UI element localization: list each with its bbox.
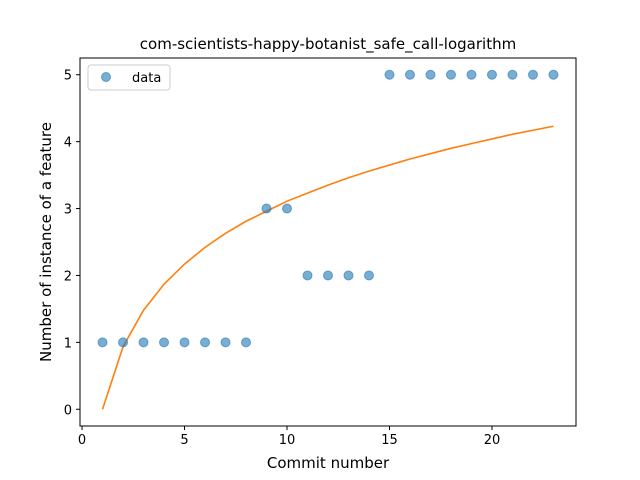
y-tick-label: 4 — [64, 136, 72, 151]
y-tick-label: 3 — [64, 203, 72, 218]
data-point — [179, 337, 190, 348]
y-tick-label: 2 — [64, 269, 72, 284]
fit-line — [101, 125, 554, 410]
data-point — [486, 69, 497, 80]
data-point — [425, 69, 436, 80]
data-point — [159, 337, 170, 348]
data-point — [97, 337, 108, 348]
y-tick-label: 1 — [64, 336, 72, 351]
legend-box — [87, 64, 171, 91]
data-point — [527, 69, 538, 80]
data-point — [261, 203, 272, 214]
x-tick-label: 5 — [180, 433, 188, 448]
legend: data — [87, 64, 171, 91]
data-point — [466, 69, 477, 80]
data-point — [138, 337, 149, 348]
chart-title: com-scientists-happy-botanist_safe_call-… — [140, 35, 516, 54]
x-tick-label: 15 — [381, 433, 398, 448]
x-tick-label: 10 — [279, 433, 296, 448]
data-point — [548, 69, 559, 80]
plot-area: 0 5 10 15 20 0 1 2 3 4 5 — [64, 57, 577, 448]
data-point — [445, 69, 456, 80]
y-tick-label: 5 — [64, 69, 72, 84]
x-tick-label: 0 — [78, 433, 86, 448]
data-point — [404, 69, 415, 80]
data-point — [241, 337, 252, 348]
x-axis-label: Commit number — [267, 454, 390, 472]
data-point — [200, 337, 211, 348]
y-axis-label: Number of instance of a feature — [37, 122, 55, 362]
legend-marker — [101, 72, 111, 82]
data-point — [384, 69, 395, 80]
data-point — [220, 337, 231, 348]
data-point — [363, 270, 374, 281]
data-point — [282, 203, 293, 214]
data-point — [343, 270, 354, 281]
x-tick-label: 20 — [484, 433, 501, 448]
data-point — [507, 69, 518, 80]
y-tick-label: 0 — [64, 403, 72, 418]
data-point — [323, 270, 333, 281]
data-point — [302, 270, 313, 281]
data-point — [118, 337, 129, 348]
axes-frame — [79, 57, 577, 427]
legend-label-data: data — [132, 71, 161, 86]
